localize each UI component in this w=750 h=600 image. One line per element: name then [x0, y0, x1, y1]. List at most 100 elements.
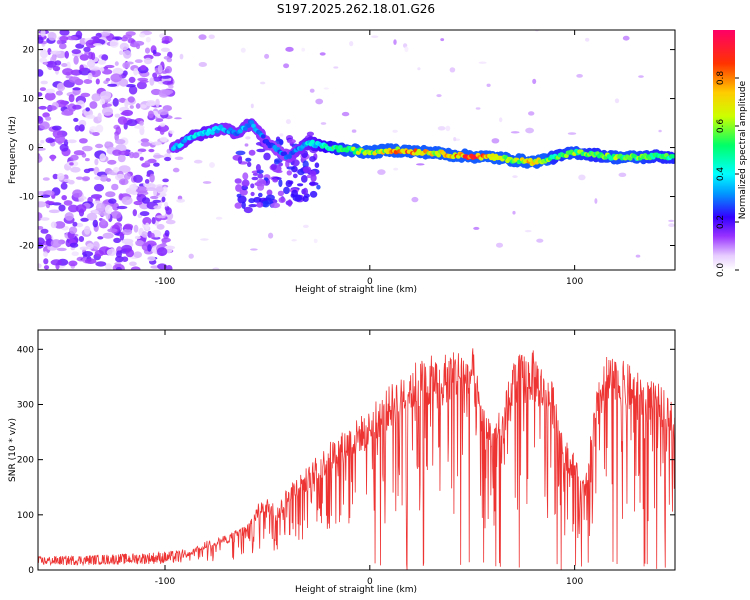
heatmap-noise-blob [80, 217, 89, 222]
heatmap-noise-blob [102, 106, 113, 116]
y-tick-label: 0 [28, 144, 34, 154]
heatmap-noise-blob [89, 68, 102, 78]
heatmap-noise-blob [109, 39, 119, 48]
heatmap-noise-blob [70, 166, 81, 173]
heatmap-noise-blob [124, 99, 129, 108]
heatmap-ridge-cell [310, 139, 315, 144]
heatmap-turbulent-blob [248, 204, 258, 208]
x-tick-label: 100 [566, 277, 583, 287]
heatmap-noise-blob [38, 226, 44, 230]
heatmap-noise-blob [99, 67, 105, 72]
heatmap-noise-blob [202, 181, 212, 184]
heatmap-noise-blob [146, 187, 157, 192]
heatmap-noise-blob [69, 162, 74, 166]
heatmap-noise-blob [103, 66, 109, 70]
heatmap-noise-blob [135, 43, 141, 50]
heatmap-noise-blob [144, 179, 150, 184]
heatmap-noise-blob [56, 83, 64, 90]
heatmap-noise-blob [145, 47, 150, 54]
heatmap-turbulent-blob [310, 174, 317, 182]
heatmap-noise-blob [264, 53, 270, 59]
heatmap-noise-blob [129, 183, 139, 191]
heatmap-noise-blob [157, 64, 163, 74]
heatmap-noise-blob [159, 122, 166, 127]
heatmap-noise-blob [139, 126, 145, 136]
heatmap-noise-blob [72, 87, 81, 91]
heatmap-noise-blob [106, 178, 111, 182]
heatmap-noise-blob [161, 40, 170, 44]
heatmap-noise-blob [198, 62, 207, 67]
heatmap-noise-blob [40, 194, 51, 198]
heatmap-ridge-cell [528, 157, 533, 163]
heatmap-noise-blob [73, 150, 85, 156]
heatmap-noise-blob [147, 255, 156, 262]
y-tick-label: 0 [28, 566, 34, 576]
heatmap-noise-blob [139, 33, 146, 38]
heatmap-noise-blob [72, 189, 83, 198]
heatmap-noise-blob [416, 163, 425, 166]
heatmap-noise-blob [64, 50, 70, 59]
heatmap-noise-blob [83, 46, 91, 53]
heatmap-ridge-cell [246, 123, 252, 128]
spectrogram-y-label: Frequency (Hz) [8, 116, 18, 184]
heatmap-turbulent-blob [237, 156, 243, 164]
heatmap-noise-blob [56, 247, 67, 252]
y-tick-label: -20 [19, 242, 34, 252]
heatmap-noise-blob [86, 212, 98, 221]
heatmap-noise-blob [127, 96, 135, 103]
heatmap-noise-blob [134, 235, 141, 240]
heatmap-noise-blob [139, 156, 144, 161]
snr-ticks: -100 0 100 0 100 200 300 400 [17, 330, 675, 587]
heatmap-noise-blob [156, 247, 168, 257]
snr-series-line [38, 348, 675, 570]
heatmap-noise-blob [47, 105, 57, 111]
y-tick-label: 400 [17, 345, 34, 355]
heatmap-noise-blob [114, 113, 121, 118]
heatmap-noise-blob [97, 59, 106, 65]
heatmap-noise-blob [129, 151, 135, 159]
heatmap-noise-blob [38, 92, 43, 97]
heatmap-noise-blob [279, 133, 284, 137]
heatmap-turbulent-blob [314, 162, 320, 168]
heatmap-noise-blob [134, 125, 145, 129]
heatmap-noise-blob [105, 77, 111, 82]
heatmap-noise-blob [63, 178, 71, 183]
heatmap-noise-blob [614, 98, 620, 104]
heatmap-turbulent-blob [286, 170, 292, 176]
heatmap-noise-blob [113, 237, 121, 243]
heatmap-noise-blob [153, 162, 160, 167]
heatmap-turbulent-blob [245, 157, 252, 162]
heatmap-noise-blob [313, 238, 318, 244]
heatmap-turbulent-blob [277, 190, 284, 197]
heatmap-noise-blob [48, 209, 60, 214]
heatmap-noise-blob [392, 129, 398, 133]
heatmap-noise-blob [43, 258, 49, 265]
heatmap-noise-blob [143, 57, 153, 65]
heatmap-turbulent-blob [292, 173, 298, 179]
heatmap-noise-blob [45, 60, 58, 68]
heatmap-noise-blob [84, 258, 97, 265]
heatmap-noise-blob [62, 68, 74, 76]
heatmap-noise-blob [141, 197, 151, 204]
heatmap-noise-blob [155, 186, 164, 193]
heatmap-noise-blob [139, 120, 144, 127]
heatmap-noise-blob [68, 94, 75, 103]
heatmap-noise-blob [50, 50, 62, 55]
chart-title: S197.2025.262.18.01.G26 [277, 2, 435, 16]
heatmap-noise-blob [164, 156, 172, 162]
heatmap-noise-blob [499, 117, 503, 123]
heatmap-noise-blob [80, 92, 91, 98]
heatmap-noise-blob [209, 162, 215, 168]
heatmap-noise-blob [43, 62, 48, 65]
heatmap-noise-blob [112, 97, 119, 107]
heatmap-noise-blob [283, 63, 290, 69]
colorbar: 0.0 0.2 0.4 0.6 0.8 Normalized spectral ampl… [713, 30, 748, 277]
heatmap-noise-blob [491, 138, 500, 144]
heatmap-turbulent-blob [278, 197, 286, 203]
heatmap-turbulent-blob [292, 194, 303, 202]
heatmap-noise-blob [473, 226, 480, 230]
heatmap-noise-blob [165, 219, 176, 225]
colorbar-tick-label: 0.6 [716, 119, 726, 134]
heatmap-noise-blob [99, 174, 108, 182]
